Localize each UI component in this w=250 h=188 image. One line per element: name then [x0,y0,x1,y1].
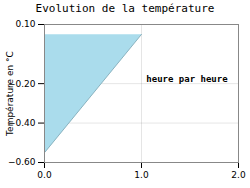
svg-text:Température en °C: Température en °C [5,51,15,137]
svg-text:−0.40: −0.40 [7,118,36,128]
svg-text:−0.20: −0.20 [7,78,36,89]
svg-text:−0.60: −0.60 [8,157,36,167]
html-text:Evolution de la température: Evolution de la température [35,2,215,15]
svg-text:0.10: 0.10 [15,19,35,29]
svg-text:2.0: 2.0 [231,170,246,180]
svg-text:1.0: 1.0 [134,170,149,180]
svg-text:0.0: 0.0 [37,170,52,180]
svg-text:heure par heure: heure par heure [146,74,228,84]
